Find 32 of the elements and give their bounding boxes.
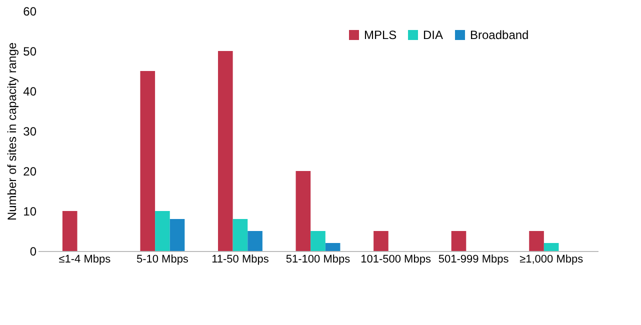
y-tick-label: 20 xyxy=(23,164,37,178)
x-tick-label: 11-50 Mbps xyxy=(212,254,270,266)
bar xyxy=(140,71,156,251)
bar xyxy=(451,231,466,251)
x-tick-label: 101-500 Mbps xyxy=(360,254,432,266)
legend-label: Broadband xyxy=(470,28,529,42)
y-tick-label: 60 xyxy=(23,4,37,18)
bar xyxy=(325,243,340,251)
bar xyxy=(232,219,248,251)
x-tick-label: ≥1,000 Mbps xyxy=(520,254,584,266)
y-tick-label: 30 xyxy=(23,124,37,138)
bar xyxy=(170,219,185,251)
bar xyxy=(62,211,78,251)
bar xyxy=(155,211,170,251)
y-tick-label: 10 xyxy=(23,204,37,218)
bar xyxy=(529,231,544,251)
y-tick-label: 0 xyxy=(30,244,37,258)
bar xyxy=(218,51,233,251)
x-tick-label: ≤1-4 Mbps xyxy=(58,254,112,266)
x-tick-label: 51-100 Mbps xyxy=(286,254,351,266)
bar xyxy=(296,171,311,251)
y-axis-title: Number of sites in capacity range xyxy=(5,42,20,221)
bar xyxy=(248,231,262,251)
bar xyxy=(310,231,326,251)
legend-label: DIA xyxy=(423,28,444,42)
x-tick-label: 5-10 Mbps xyxy=(136,254,189,266)
bar xyxy=(544,243,559,251)
legend-label: MPLS xyxy=(364,28,397,42)
y-tick-label: 50 xyxy=(23,44,37,58)
y-tick-label: 40 xyxy=(23,84,37,98)
bar xyxy=(374,231,388,251)
x-tick-label: 501-999 Mbps xyxy=(438,254,510,266)
